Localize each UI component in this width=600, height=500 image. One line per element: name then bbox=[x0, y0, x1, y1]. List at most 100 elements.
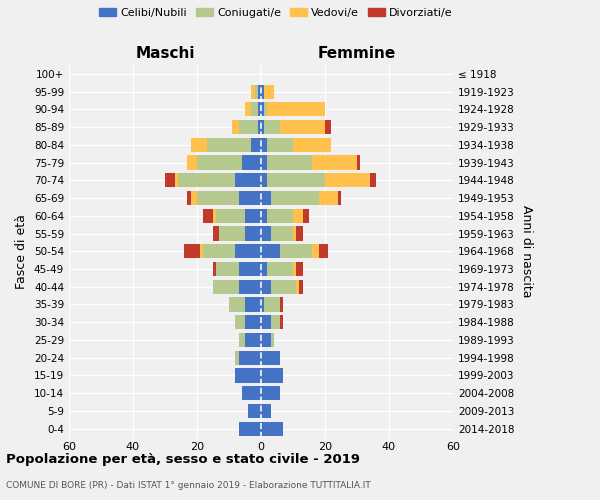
Bar bbox=[239, 262, 261, 276]
Bar bbox=[261, 138, 268, 152]
Bar bbox=[268, 262, 293, 276]
Bar bbox=[251, 84, 254, 98]
Bar bbox=[268, 173, 325, 188]
Bar bbox=[296, 280, 299, 294]
Bar bbox=[239, 120, 258, 134]
Bar bbox=[264, 102, 268, 117]
Bar bbox=[239, 280, 261, 294]
Bar bbox=[191, 138, 206, 152]
Bar bbox=[261, 350, 280, 365]
Bar bbox=[229, 298, 245, 312]
Bar bbox=[293, 262, 296, 276]
Bar bbox=[251, 138, 261, 152]
Bar bbox=[197, 156, 242, 170]
Bar bbox=[245, 298, 261, 312]
Bar bbox=[261, 386, 280, 400]
Bar bbox=[245, 333, 261, 347]
Bar bbox=[271, 226, 293, 240]
Bar bbox=[261, 120, 264, 134]
Bar bbox=[216, 208, 245, 223]
Bar bbox=[239, 350, 261, 365]
Bar bbox=[245, 102, 251, 117]
Bar bbox=[261, 173, 268, 188]
Bar bbox=[261, 422, 283, 436]
Bar bbox=[264, 298, 280, 312]
Bar bbox=[271, 191, 319, 205]
Bar bbox=[261, 102, 264, 117]
Bar bbox=[296, 226, 302, 240]
Bar bbox=[220, 226, 245, 240]
Bar bbox=[299, 280, 302, 294]
Y-axis label: Fasce di età: Fasce di età bbox=[16, 214, 28, 288]
Bar bbox=[216, 262, 239, 276]
Bar bbox=[213, 208, 216, 223]
Bar bbox=[268, 156, 312, 170]
Bar bbox=[258, 102, 261, 117]
Bar bbox=[213, 280, 239, 294]
Bar bbox=[197, 191, 239, 205]
Bar bbox=[338, 191, 341, 205]
Bar bbox=[302, 208, 309, 223]
Bar bbox=[239, 333, 245, 347]
Bar bbox=[203, 244, 235, 258]
Bar bbox=[191, 191, 197, 205]
Bar bbox=[258, 120, 261, 134]
Bar bbox=[261, 208, 268, 223]
Bar bbox=[271, 333, 274, 347]
Bar bbox=[325, 173, 370, 188]
Bar bbox=[261, 333, 271, 347]
Bar bbox=[268, 208, 293, 223]
Bar bbox=[280, 244, 312, 258]
Bar bbox=[261, 262, 268, 276]
Bar bbox=[203, 208, 213, 223]
Bar bbox=[312, 244, 319, 258]
Bar bbox=[264, 84, 274, 98]
Bar bbox=[245, 315, 261, 330]
Bar bbox=[242, 156, 261, 170]
Bar bbox=[213, 262, 216, 276]
Bar bbox=[261, 298, 264, 312]
Bar bbox=[280, 298, 283, 312]
Bar bbox=[271, 315, 280, 330]
Bar bbox=[248, 404, 261, 418]
Bar bbox=[235, 350, 239, 365]
Text: Maschi: Maschi bbox=[135, 46, 195, 62]
Bar bbox=[239, 422, 261, 436]
Text: Popolazione per età, sesso e stato civile - 2019: Popolazione per età, sesso e stato civil… bbox=[6, 452, 360, 466]
Bar bbox=[245, 226, 261, 240]
Bar bbox=[271, 280, 296, 294]
Bar bbox=[187, 191, 191, 205]
Bar bbox=[261, 368, 283, 382]
Bar bbox=[319, 191, 338, 205]
Bar bbox=[184, 244, 200, 258]
Bar bbox=[280, 120, 325, 134]
Bar bbox=[261, 226, 271, 240]
Bar bbox=[242, 386, 261, 400]
Bar bbox=[293, 138, 331, 152]
Bar bbox=[178, 173, 235, 188]
Bar bbox=[261, 404, 271, 418]
Text: COMUNE DI BORE (PR) - Dati ISTAT 1° gennaio 2019 - Elaborazione TUTTITALIA.IT: COMUNE DI BORE (PR) - Dati ISTAT 1° genn… bbox=[6, 481, 371, 490]
Bar bbox=[264, 120, 280, 134]
Bar bbox=[261, 315, 271, 330]
Bar bbox=[293, 208, 302, 223]
Bar bbox=[261, 191, 271, 205]
Legend: Celibi/Nubili, Coniugati/e, Vedovi/e, Divorziati/e: Celibi/Nubili, Coniugati/e, Vedovi/e, Di… bbox=[95, 3, 457, 22]
Bar bbox=[239, 191, 261, 205]
Bar bbox=[200, 244, 203, 258]
Bar bbox=[268, 138, 293, 152]
Bar bbox=[312, 156, 357, 170]
Bar bbox=[235, 244, 261, 258]
Bar bbox=[261, 84, 264, 98]
Bar bbox=[251, 102, 258, 117]
Bar bbox=[280, 315, 283, 330]
Bar bbox=[175, 173, 178, 188]
Bar bbox=[325, 120, 331, 134]
Bar bbox=[187, 156, 197, 170]
Bar bbox=[319, 244, 328, 258]
Bar bbox=[213, 226, 220, 240]
Bar bbox=[357, 156, 360, 170]
Bar bbox=[206, 138, 251, 152]
Bar bbox=[235, 368, 261, 382]
Bar bbox=[261, 280, 271, 294]
